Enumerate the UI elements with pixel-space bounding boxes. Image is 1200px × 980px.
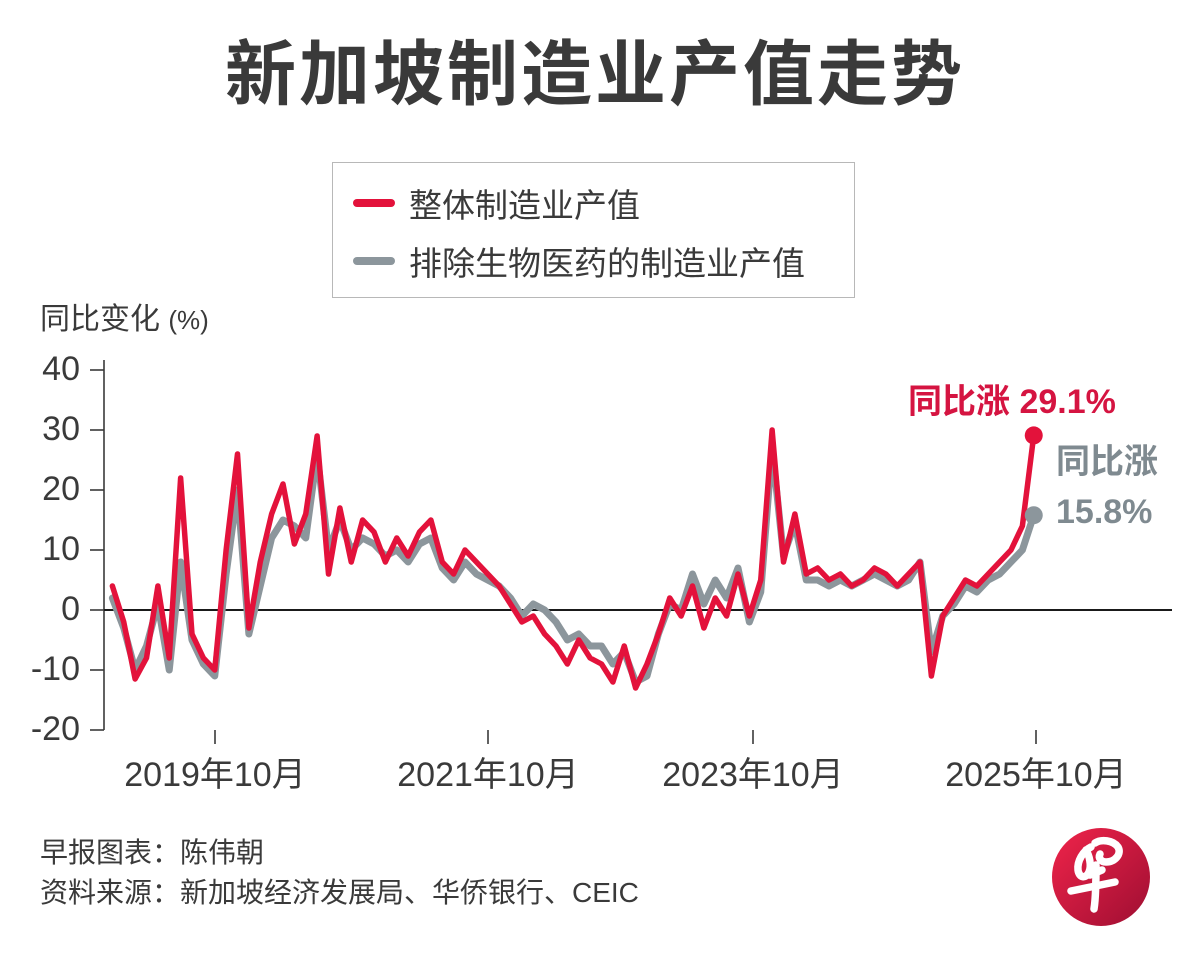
- svg-text:30: 30: [42, 410, 80, 448]
- svg-text:20: 20: [42, 470, 80, 508]
- svg-text:10: 10: [42, 530, 80, 568]
- svg-text:0: 0: [61, 590, 80, 628]
- svg-text:2019年10月: 2019年10月: [124, 756, 305, 794]
- svg-text:-20: -20: [31, 710, 80, 748]
- svg-text:2023年10月: 2023年10月: [662, 756, 843, 794]
- svg-text:40: 40: [42, 350, 80, 388]
- svg-text:-10: -10: [31, 650, 80, 688]
- svg-text:2021年10月: 2021年10月: [397, 756, 578, 794]
- svg-text:2025年10月: 2025年10月: [945, 756, 1126, 794]
